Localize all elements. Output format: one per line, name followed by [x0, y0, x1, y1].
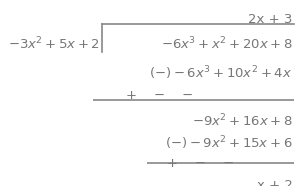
Text: x + 2: x + 2 — [256, 179, 292, 186]
Text: $-3x^2 + 5x + 2$: $-3x^2 + 5x + 2$ — [8, 35, 100, 52]
Text: +    −    −: + − − — [167, 157, 234, 170]
Text: 2x + 3: 2x + 3 — [248, 13, 292, 26]
Text: +    −    −: + − − — [126, 89, 194, 102]
Text: $(-)- 6x^3 + 10x^2 + 4x$: $(-)- 6x^3 + 10x^2 + 4x$ — [149, 64, 292, 82]
Text: $-6x^3 + x^2 + 20x + 8$: $-6x^3 + x^2 + 20x + 8$ — [160, 35, 292, 52]
Text: $- 9x^2 + 16x + 8$: $- 9x^2 + 16x + 8$ — [192, 113, 292, 129]
Text: $(-)- 9x^2 + 15x + 6$: $(-)- 9x^2 + 15x + 6$ — [165, 135, 292, 153]
